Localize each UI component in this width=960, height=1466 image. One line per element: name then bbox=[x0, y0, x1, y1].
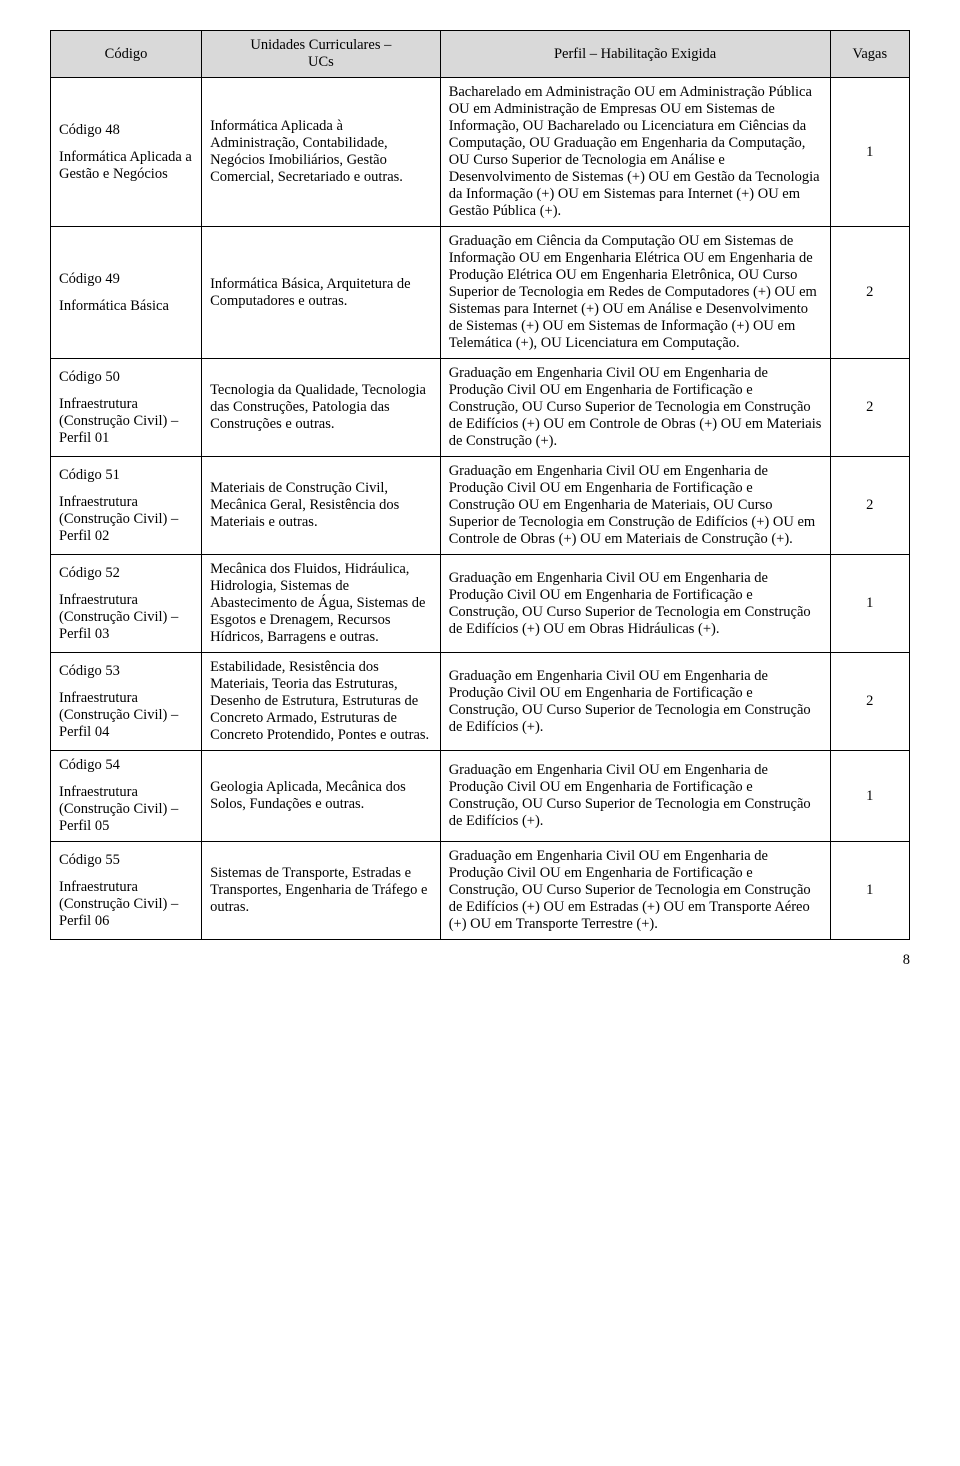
table-header-row: Código Unidades Curriculares – UCs Perfi… bbox=[51, 31, 910, 78]
codigo-sub: Informática Básica bbox=[59, 298, 193, 315]
codigo-cell: Código 50 Infraestrutura (Construção Civ… bbox=[51, 359, 202, 457]
vagas-cell: 1 bbox=[830, 78, 909, 227]
codigo-cell: Código 53 Infraestrutura (Construção Civ… bbox=[51, 653, 202, 751]
perfil-cell: Graduação em Engenharia Civil OU em Enge… bbox=[440, 751, 830, 842]
vagas-cell: 1 bbox=[830, 751, 909, 842]
ucs-cell: Informática Aplicada à Administração, Co… bbox=[202, 78, 441, 227]
ucs-cell: Sistemas de Transporte, Estradas e Trans… bbox=[202, 842, 441, 940]
vagas-cell: 2 bbox=[830, 457, 909, 555]
codigo-cell: Código 48 Informática Aplicada a Gestão … bbox=[51, 78, 202, 227]
codigo-cell: Código 49 Informática Básica bbox=[51, 227, 202, 359]
table-row: Código 49 Informática Básica Informática… bbox=[51, 227, 910, 359]
vagas-cell: 2 bbox=[830, 359, 909, 457]
vagas-cell: 1 bbox=[830, 555, 909, 653]
table-row: Código 51 Infraestrutura (Construção Civ… bbox=[51, 457, 910, 555]
codigo-sub: Infraestrutura (Construção Civil) – Perf… bbox=[59, 396, 193, 447]
vagas-cell: 2 bbox=[830, 227, 909, 359]
table-row: Código 55 Infraestrutura (Construção Civ… bbox=[51, 842, 910, 940]
codigo-title: Código 54 bbox=[59, 757, 193, 774]
codigo-title: Código 51 bbox=[59, 467, 193, 484]
header-ucs: Unidades Curriculares – UCs bbox=[202, 31, 441, 78]
perfil-cell: Graduação em Ciência da Computação OU em… bbox=[440, 227, 830, 359]
vagas-cell: 2 bbox=[830, 653, 909, 751]
codigo-title: Código 49 bbox=[59, 271, 193, 288]
curriculum-table: Código Unidades Curriculares – UCs Perfi… bbox=[50, 30, 910, 940]
header-vagas: Vagas bbox=[830, 31, 909, 78]
codigo-sub: Infraestrutura (Construção Civil) – Perf… bbox=[59, 879, 193, 930]
codigo-sub: Infraestrutura (Construção Civil) – Perf… bbox=[59, 690, 193, 741]
ucs-cell: Geologia Aplicada, Mecânica dos Solos, F… bbox=[202, 751, 441, 842]
codigo-sub: Infraestrutura (Construção Civil) – Perf… bbox=[59, 592, 193, 643]
vagas-cell: 1 bbox=[830, 842, 909, 940]
codigo-cell: Código 52 Infraestrutura (Construção Civ… bbox=[51, 555, 202, 653]
table-row: Código 54 Infraestrutura (Construção Civ… bbox=[51, 751, 910, 842]
header-codigo: Código bbox=[51, 31, 202, 78]
header-perfil: Perfil – Habilitação Exigida bbox=[440, 31, 830, 78]
codigo-title: Código 53 bbox=[59, 663, 193, 680]
codigo-title: Código 48 bbox=[59, 122, 193, 139]
table-row: Código 52 Infraestrutura (Construção Civ… bbox=[51, 555, 910, 653]
perfil-cell: Graduação em Engenharia Civil OU em Enge… bbox=[440, 359, 830, 457]
perfil-cell: Graduação em Engenharia Civil OU em Enge… bbox=[440, 842, 830, 940]
perfil-cell: Graduação em Engenharia Civil OU em Enge… bbox=[440, 457, 830, 555]
ucs-cell: Tecnologia da Qualidade, Tecnologia das … bbox=[202, 359, 441, 457]
codigo-title: Código 52 bbox=[59, 565, 193, 582]
header-ucs-line2: UCs bbox=[308, 54, 334, 70]
codigo-sub: Infraestrutura (Construção Civil) – Perf… bbox=[59, 784, 193, 835]
codigo-title: Código 50 bbox=[59, 369, 193, 386]
ucs-cell: Mecânica dos Fluidos, Hidráulica, Hidrol… bbox=[202, 555, 441, 653]
table-row: Código 50 Infraestrutura (Construção Civ… bbox=[51, 359, 910, 457]
codigo-sub: Informática Aplicada a Gestão e Negócios bbox=[59, 149, 193, 183]
codigo-sub: Infraestrutura (Construção Civil) – Perf… bbox=[59, 494, 193, 545]
table-row: Código 48 Informática Aplicada a Gestão … bbox=[51, 78, 910, 227]
codigo-cell: Código 51 Infraestrutura (Construção Civ… bbox=[51, 457, 202, 555]
header-ucs-line1: Unidades Curriculares – bbox=[250, 37, 391, 53]
codigo-cell: Código 54 Infraestrutura (Construção Civ… bbox=[51, 751, 202, 842]
page-number: 8 bbox=[50, 952, 910, 969]
perfil-cell: Graduação em Engenharia Civil OU em Enge… bbox=[440, 555, 830, 653]
codigo-cell: Código 55 Infraestrutura (Construção Civ… bbox=[51, 842, 202, 940]
table-row: Código 53 Infraestrutura (Construção Civ… bbox=[51, 653, 910, 751]
ucs-cell: Estabilidade, Resistência dos Materiais,… bbox=[202, 653, 441, 751]
perfil-cell: Bacharelado em Administração OU em Admin… bbox=[440, 78, 830, 227]
perfil-cell: Graduação em Engenharia Civil OU em Enge… bbox=[440, 653, 830, 751]
ucs-cell: Informática Básica, Arquitetura de Compu… bbox=[202, 227, 441, 359]
ucs-cell: Materiais de Construção Civil, Mecânica … bbox=[202, 457, 441, 555]
codigo-title: Código 55 bbox=[59, 852, 193, 869]
